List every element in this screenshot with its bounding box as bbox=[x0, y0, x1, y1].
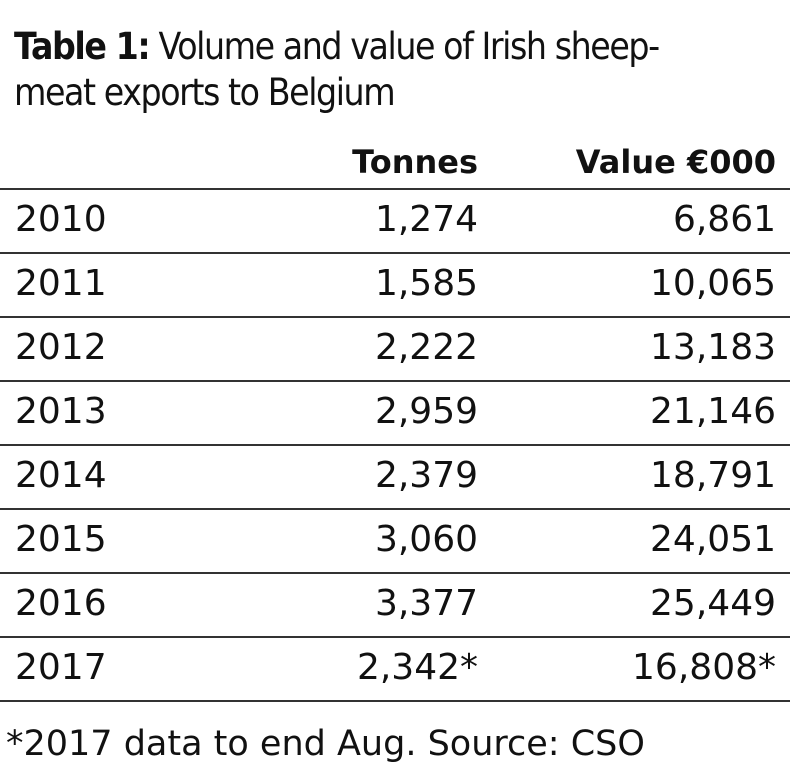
table-row: 2014 2,379 18,791 bbox=[0, 445, 790, 508]
row-year: 2016 bbox=[15, 583, 107, 624]
table-rule bbox=[0, 380, 790, 382]
table-row: 2017 2,342* 16,808* bbox=[0, 637, 790, 700]
column-header-tonnes: Tonnes bbox=[352, 143, 478, 181]
row-tonnes: 3,060 bbox=[374, 519, 478, 560]
table-rule bbox=[0, 636, 790, 638]
row-tonnes: 2,379 bbox=[374, 455, 478, 496]
row-year: 2017 bbox=[15, 647, 107, 688]
row-year: 2011 bbox=[15, 263, 107, 304]
table-rule bbox=[0, 508, 790, 510]
table-rule bbox=[0, 188, 790, 190]
row-value: 13,183 bbox=[650, 327, 776, 368]
table-title: Table 1: Volume and value of Irish sheep… bbox=[14, 24, 707, 116]
table-row: 2015 3,060 24,051 bbox=[0, 509, 790, 572]
row-tonnes: 2,342* bbox=[356, 647, 478, 688]
table-row: 2016 3,377 25,449 bbox=[0, 573, 790, 636]
row-tonnes: 1,585 bbox=[374, 263, 478, 304]
row-year: 2014 bbox=[15, 455, 107, 496]
table-title-label: Table 1: bbox=[14, 25, 151, 68]
table-row: 2011 1,585 10,065 bbox=[0, 253, 790, 316]
row-tonnes: 3,377 bbox=[374, 583, 478, 624]
row-year: 2013 bbox=[15, 391, 107, 432]
source-footnote: *2017 data to end Aug. Source: CSO bbox=[6, 724, 645, 764]
row-tonnes: 2,959 bbox=[374, 391, 478, 432]
row-value: 18,791 bbox=[650, 455, 776, 496]
row-value: 21,146 bbox=[650, 391, 776, 432]
column-header-value: Value €000 bbox=[575, 143, 776, 181]
table-rule bbox=[0, 316, 790, 318]
row-value: 24,051 bbox=[650, 519, 776, 560]
table-rule bbox=[0, 572, 790, 574]
row-year: 2010 bbox=[15, 199, 107, 240]
row-tonnes: 1,274 bbox=[374, 199, 478, 240]
row-year: 2012 bbox=[15, 327, 107, 368]
table-rule bbox=[0, 252, 790, 254]
table-row: 2013 2,959 21,146 bbox=[0, 381, 790, 444]
table-title-line2: meat exports to Belgium bbox=[14, 71, 396, 114]
row-year: 2015 bbox=[15, 519, 107, 560]
row-value: 25,449 bbox=[650, 583, 776, 624]
table-title-line1: Volume and value of Irish sheep- bbox=[149, 25, 660, 68]
row-value: 10,065 bbox=[650, 263, 776, 304]
table-row: 2010 1,274 6,861 bbox=[0, 189, 790, 252]
table-rule bbox=[0, 444, 790, 446]
table-header: Tonnes Value €000 bbox=[0, 142, 790, 188]
row-value: 6,861 bbox=[672, 199, 776, 240]
row-value: 16,808* bbox=[632, 647, 776, 688]
table-row: 2012 2,222 13,183 bbox=[0, 317, 790, 380]
table-rule bbox=[0, 700, 790, 702]
row-tonnes: 2,222 bbox=[374, 327, 478, 368]
